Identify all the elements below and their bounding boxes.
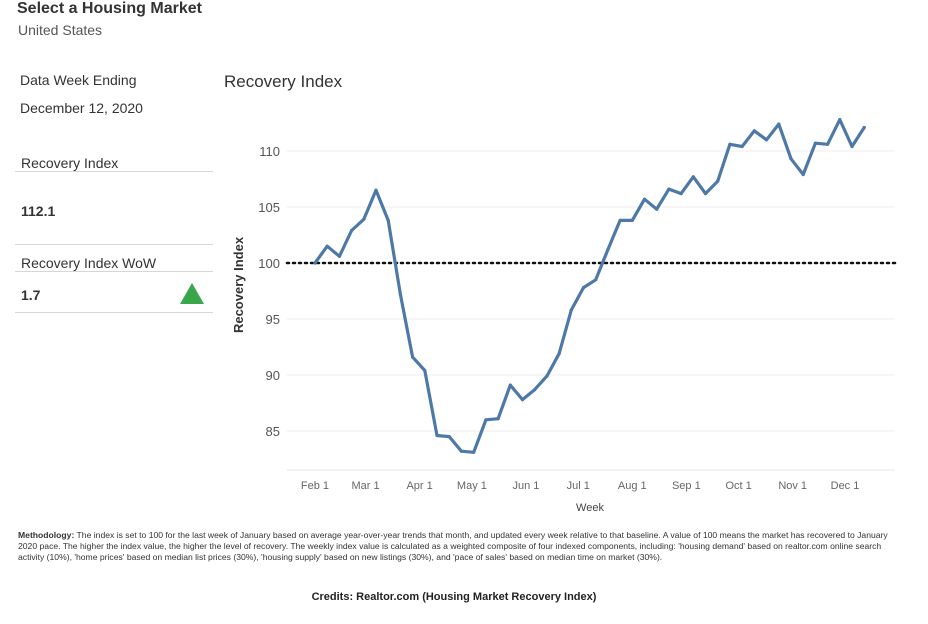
y-tick-label: 95 — [266, 312, 280, 327]
market-selector[interactable]: United States — [18, 22, 103, 38]
x-axis-ticks: Feb 1 Mar 1 Apr 1 May 1 Jun 1 Jul 1 Aug 1 Sep 1… — [301, 480, 859, 492]
series-line — [313, 117, 866, 454]
data-point — [362, 217, 366, 221]
data-point — [618, 218, 622, 222]
y-axis-ticks: 85 90 95 100 105 110 — [258, 144, 280, 439]
recovery-index-wow-value: 1.7 — [21, 287, 41, 303]
data-point — [411, 355, 415, 359]
x-tick-label: Sep 1 — [672, 480, 701, 492]
y-tick-label: 100 — [258, 256, 280, 271]
data-point — [703, 192, 708, 196]
data-point — [789, 157, 793, 161]
divider — [15, 312, 213, 313]
recovery-index-wow-label: Recovery Index WoW — [21, 255, 157, 271]
data-point — [716, 179, 720, 183]
x-tick-label: Oct 1 — [726, 480, 752, 492]
recovery-index-label: Recovery Index — [21, 155, 119, 171]
data-point — [386, 218, 390, 222]
data-point — [764, 138, 769, 142]
y-tick-label: 105 — [258, 200, 280, 215]
data-point — [569, 308, 573, 312]
methodology-text: The index is set to 100 for the last wee… — [18, 530, 888, 563]
data-point — [777, 122, 781, 126]
date-label: Data Week Ending — [20, 72, 137, 88]
recovery-index-chart: 85 90 95 100 105 110 Feb 1 Mar 1 Apr 1 May 1 Jun … — [231, 117, 897, 514]
data-point — [642, 197, 647, 201]
data-point — [484, 418, 488, 422]
data-point — [728, 142, 732, 146]
data-point — [459, 449, 463, 453]
points-group — [313, 118, 866, 454]
x-tick-label: Feb 1 — [301, 480, 329, 492]
date-value: December 12, 2020 — [20, 100, 143, 116]
methodology-label: Methodology: — [18, 530, 75, 540]
methodology-note: Methodology: The index is set to 100 for… — [18, 530, 898, 564]
data-point — [435, 433, 439, 438]
data-point — [374, 188, 378, 192]
data-point — [862, 125, 866, 130]
data-point — [606, 248, 610, 252]
data-point — [630, 218, 634, 222]
data-point — [313, 261, 317, 265]
x-tick-label: Apr 1 — [406, 480, 432, 492]
data-point — [350, 228, 354, 233]
x-tick-label: May 1 — [457, 480, 487, 492]
data-point — [838, 118, 842, 122]
divider — [15, 244, 213, 245]
data-point — [679, 192, 683, 196]
data-point — [594, 278, 598, 282]
data-point — [337, 254, 341, 258]
x-tick-label: Mar 1 — [351, 480, 379, 492]
data-point — [557, 352, 561, 356]
data-point — [581, 286, 586, 290]
data-point — [850, 144, 854, 149]
y-tick-label: 85 — [266, 424, 280, 439]
data-point — [740, 144, 744, 149]
data-point — [752, 129, 756, 133]
data-point — [520, 398, 525, 402]
data-point — [447, 435, 451, 439]
y-axis-label: Recovery Index — [231, 236, 246, 333]
y-tick-label: 90 — [266, 368, 280, 383]
divider — [15, 271, 213, 272]
data-point — [655, 207, 659, 211]
x-tick-label: Nov 1 — [778, 480, 807, 492]
data-point — [508, 383, 512, 387]
x-axis-label: Week — [576, 502, 604, 514]
data-point — [496, 417, 500, 421]
divider — [15, 171, 213, 172]
data-point — [813, 141, 818, 145]
data-point — [667, 187, 671, 191]
x-tick-label: Jul 1 — [567, 480, 590, 492]
data-point — [472, 450, 476, 454]
x-tick-label: Dec 1 — [831, 480, 860, 492]
data-point — [691, 175, 695, 179]
data-point — [801, 172, 805, 177]
data-point — [398, 292, 402, 296]
data-point — [533, 388, 537, 392]
y-tick-label: 110 — [259, 144, 280, 159]
recovery-index-value: 112.1 — [21, 203, 56, 219]
data-point — [545, 374, 549, 378]
x-tick-label: Aug 1 — [618, 480, 647, 492]
data-point — [423, 368, 427, 373]
chart-grid — [287, 150, 895, 471]
data-point — [826, 142, 830, 146]
credits: Credits: Realtor.com (Housing Market Rec… — [311, 591, 597, 603]
chart-title: Recovery Index — [224, 72, 343, 91]
data-point — [325, 244, 329, 248]
series-group — [313, 117, 866, 454]
up-triangle-icon — [180, 283, 204, 304]
page-title: Select a Housing Market — [17, 0, 202, 17]
x-tick-label: Jun 1 — [512, 480, 539, 492]
